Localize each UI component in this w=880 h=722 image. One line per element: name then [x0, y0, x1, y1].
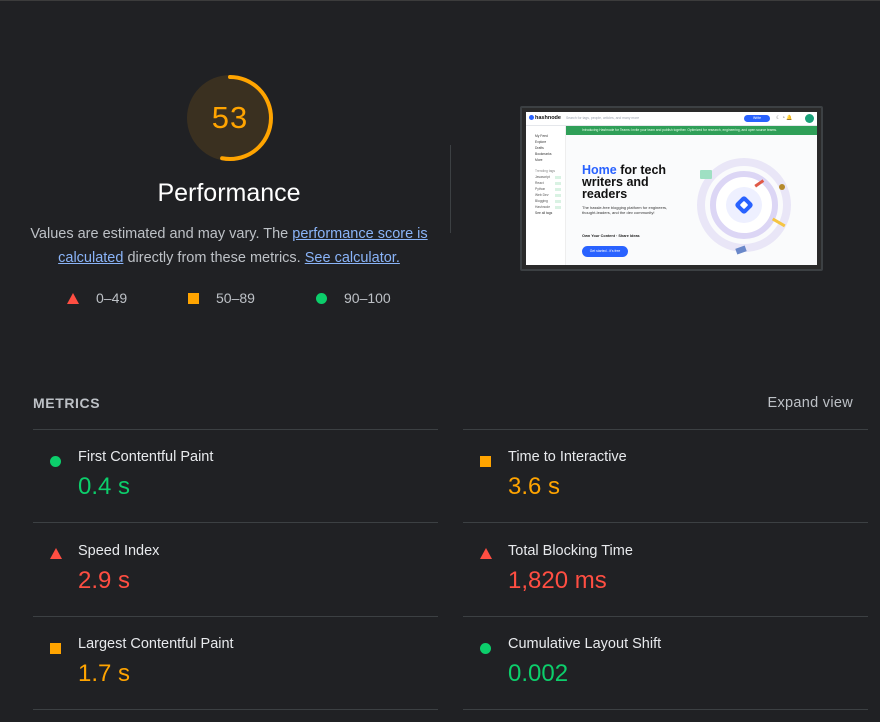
thumbnail-topbar: hashnode Search for tags, people, articl…	[526, 112, 817, 126]
divider	[33, 709, 438, 710]
metrics-header: METRICS	[33, 395, 101, 411]
thumbnail-hero-title-blue: Home	[582, 163, 617, 177]
metric-value: 3.6 s	[508, 473, 561, 500]
section-divider	[450, 145, 451, 233]
thumbnail-hero-cta: Get started - it's free	[582, 246, 628, 257]
divider	[33, 616, 438, 617]
thumbnail-write-button: Write	[744, 115, 770, 122]
thumbnail-banner: Introducing Hashnode for Teams: Invite y…	[566, 126, 817, 135]
thumbnail-logo: hashnode	[529, 115, 561, 121]
thumbnail-hero-title-rest: for tech writers and readers	[582, 163, 667, 201]
metric-value: 0.4 s	[78, 473, 131, 500]
legend-good: 90–100	[316, 290, 391, 306]
thumbnail-sidebar-head: Trending tags	[535, 169, 556, 173]
metric-time-to-interactive[interactable]: Time to Interactive 3.6 s	[463, 449, 843, 519]
gauge-description: Values are estimated and may vary. The p…	[30, 222, 428, 270]
thumbnail-sidebar-tag: Web Dev	[526, 192, 565, 198]
metric-largest-contentful-paint[interactable]: Largest Contentful Paint 1.7 s	[33, 636, 413, 706]
thumbnail-header-icons: ☾ ◔ 🔔	[776, 115, 793, 121]
thumbnail-avatar	[805, 114, 814, 123]
thumbnail-hero-desc: The hassle-free blogging platform for en…	[582, 205, 668, 216]
divider	[33, 522, 438, 523]
see-calculator-link[interactable]: See calculator.	[304, 250, 400, 266]
thumbnail-frame	[522, 108, 821, 269]
legend-good-label: 90–100	[344, 290, 391, 306]
thumbnail-sidebar-tag: React	[526, 180, 565, 186]
page-screenshot-thumbnail[interactable]: hashnode Search for tags, people, articl…	[520, 106, 823, 271]
legend-poor: 0–49	[67, 290, 127, 306]
thumbnail-sidebar-item: More	[535, 158, 543, 162]
thumbnail-sidebar-item: Explore	[535, 140, 547, 144]
thumbnail-logo-text: hashnode	[535, 115, 561, 121]
divider	[33, 429, 438, 430]
window-top-border	[0, 0, 880, 1]
metric-value: 2.9 s	[78, 567, 131, 594]
metric-total-blocking-time[interactable]: Total Blocking Time 1,820 ms	[463, 543, 843, 613]
circle-icon	[316, 292, 327, 304]
metric-label: Total Blocking Time	[508, 543, 633, 559]
legend-average-label: 50–89	[216, 290, 255, 306]
metric-cumulative-layout-shift[interactable]: Cumulative Layout Shift 0.002	[463, 636, 843, 706]
divider	[463, 429, 868, 430]
gauge-title: Performance	[157, 179, 301, 207]
metric-first-contentful-paint[interactable]: First Contentful Paint 0.4 s	[33, 449, 413, 519]
metric-value: 0.002	[508, 660, 569, 687]
metric-speed-index[interactable]: Speed Index 2.9 s	[33, 543, 413, 613]
thumbnail-sidebar-item: Bookmarks	[535, 152, 552, 156]
divider	[463, 709, 868, 710]
thumbnail-sidebar-item: My Feed	[535, 134, 548, 138]
divider	[463, 616, 868, 617]
triangle-icon	[67, 292, 79, 304]
performance-score-link[interactable]: performance score is calculated	[58, 226, 428, 266]
metric-label: Speed Index	[78, 543, 160, 559]
hashnode-logo-icon	[529, 115, 534, 121]
legend-poor-label: 0–49	[96, 290, 128, 306]
thumbnail-sidebar-item: Drafts	[535, 146, 544, 150]
metric-value: 1.7 s	[78, 660, 131, 687]
metric-label: Largest Contentful Paint	[78, 636, 234, 652]
square-icon	[50, 643, 61, 654]
metric-label: Time to Interactive	[508, 449, 627, 465]
score-legend: 0–49 50–89 90–100	[0, 290, 458, 310]
gauge-score: 53	[211, 100, 249, 135]
expand-view-button[interactable]: Expand view	[767, 395, 853, 411]
metric-label: Cumulative Layout Shift	[508, 636, 662, 652]
thumbnail-sidebar: My Feed Explore Drafts Bookmarks More Tr…	[526, 126, 566, 265]
thumbnail-hero-own: Own Your Content · Share Ideas	[582, 234, 640, 238]
square-icon	[188, 292, 199, 304]
divider	[463, 522, 868, 523]
square-icon	[480, 456, 491, 467]
triangle-icon	[50, 548, 62, 559]
gauge-ring	[187, 75, 273, 161]
gauge-desc-mid: directly from these metrics.	[123, 250, 305, 266]
thumbnail-sidebar-more: See all tags	[535, 211, 553, 215]
legend-average: 50–89	[188, 290, 255, 306]
metric-value: 1,820 ms	[508, 567, 607, 594]
thumbnail-hero-title: Home for tech writers and readers	[582, 163, 682, 201]
thumbnail-sidebar-tag: Python	[526, 186, 565, 192]
circle-icon	[480, 643, 491, 654]
gauge-desc-prefix: Values are estimated and may vary. The	[30, 226, 293, 242]
thumbnail-sidebar-tag: Hashnode	[526, 204, 565, 210]
thumbnail-hero: Home for tech writers and readers The ha…	[566, 135, 817, 265]
circle-icon	[50, 456, 61, 467]
thumbnail-hero-illustration	[697, 158, 791, 255]
thumbnail-sidebar-tag: Javascript	[526, 174, 565, 180]
thumbnail-sidebar-tag: Blogging	[526, 198, 565, 204]
performance-gauge[interactable]: 53	[185, 73, 275, 163]
metric-label: First Contentful Paint	[78, 449, 214, 465]
triangle-icon	[480, 548, 492, 559]
thumbnail-search: Search for tags, people, articles, and m…	[566, 116, 640, 120]
